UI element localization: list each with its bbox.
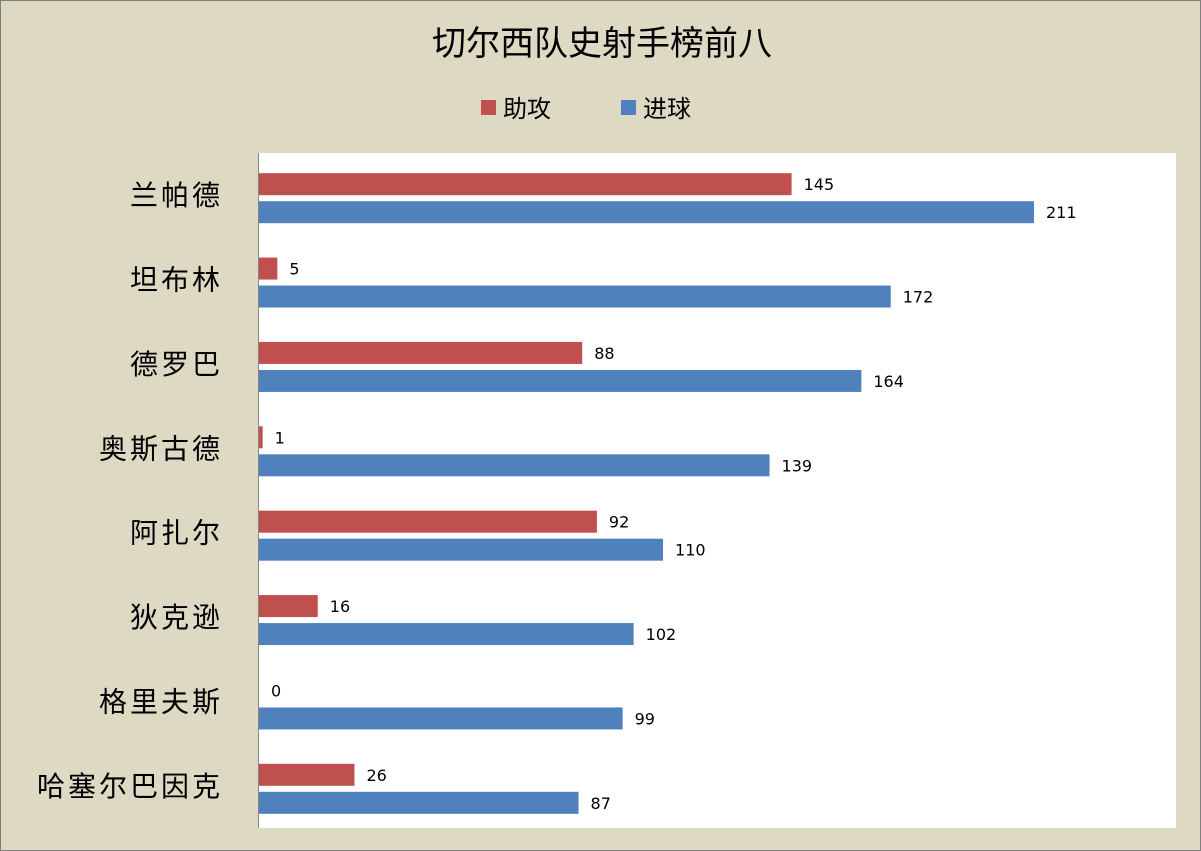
data-label-0-2: 88: [594, 344, 614, 363]
category-label-7: 哈塞尔巴因克: [37, 770, 223, 803]
data-label-1-4: 110: [675, 541, 706, 560]
bar-0-4: [259, 510, 597, 533]
bar-1-2: [259, 369, 862, 392]
legend-label-0: 助攻: [503, 95, 551, 123]
data-label-0-1: 5: [289, 260, 299, 279]
data-label-1-3: 139: [782, 456, 813, 475]
bar-0-3: [259, 426, 263, 449]
bar-1-4: [259, 538, 664, 561]
category-label-4: 阿扎尔: [130, 517, 223, 550]
bar-1-6: [259, 707, 623, 730]
legend-swatch-0: [481, 100, 496, 115]
data-label-0-4: 92: [609, 513, 629, 532]
bar-1-3: [259, 454, 770, 477]
chart-title: 切尔西队史射手榜前八: [432, 24, 772, 64]
bar-1-7: [259, 791, 579, 814]
data-label-1-0: 211: [1046, 203, 1077, 222]
legend: 助攻 进球: [481, 95, 691, 123]
category-label-1: 坦布林: [130, 264, 223, 297]
data-label-0-3: 1: [275, 428, 285, 447]
legend-label-1: 进球: [643, 95, 691, 123]
bar-1-1: [259, 285, 891, 308]
category-label-6: 格里夫斯: [99, 685, 223, 718]
bar-0-1: [259, 257, 278, 280]
legend-swatch-1: [621, 100, 636, 115]
data-label-0-5: 16: [330, 597, 350, 616]
data-label-0-0: 145: [804, 175, 835, 194]
bar-0-7: [259, 763, 355, 786]
category-label-2: 德罗巴: [130, 348, 223, 381]
bar-1-0: [259, 201, 1034, 224]
data-label-1-1: 172: [903, 288, 934, 307]
bar-0-2: [259, 341, 583, 364]
data-label-0-7: 26: [366, 766, 386, 785]
data-label-0-6: 0: [271, 681, 281, 700]
data-label-1-5: 102: [646, 625, 677, 644]
data-label-1-2: 164: [873, 372, 904, 391]
data-label-1-6: 99: [635, 709, 655, 728]
category-label-5: 狄克逊: [130, 601, 223, 634]
bars-group: 145 211 5 172 88 164 1 139 92 110 16 102 0 99 26 87: [259, 173, 1077, 814]
category-label-0: 兰帕德: [130, 179, 223, 212]
bar-1-5: [259, 623, 634, 646]
category-label-3: 奥斯古德: [99, 432, 223, 465]
bar-0-0: [259, 173, 792, 196]
bar-0-5: [259, 595, 318, 618]
data-label-1-7: 87: [591, 794, 611, 813]
